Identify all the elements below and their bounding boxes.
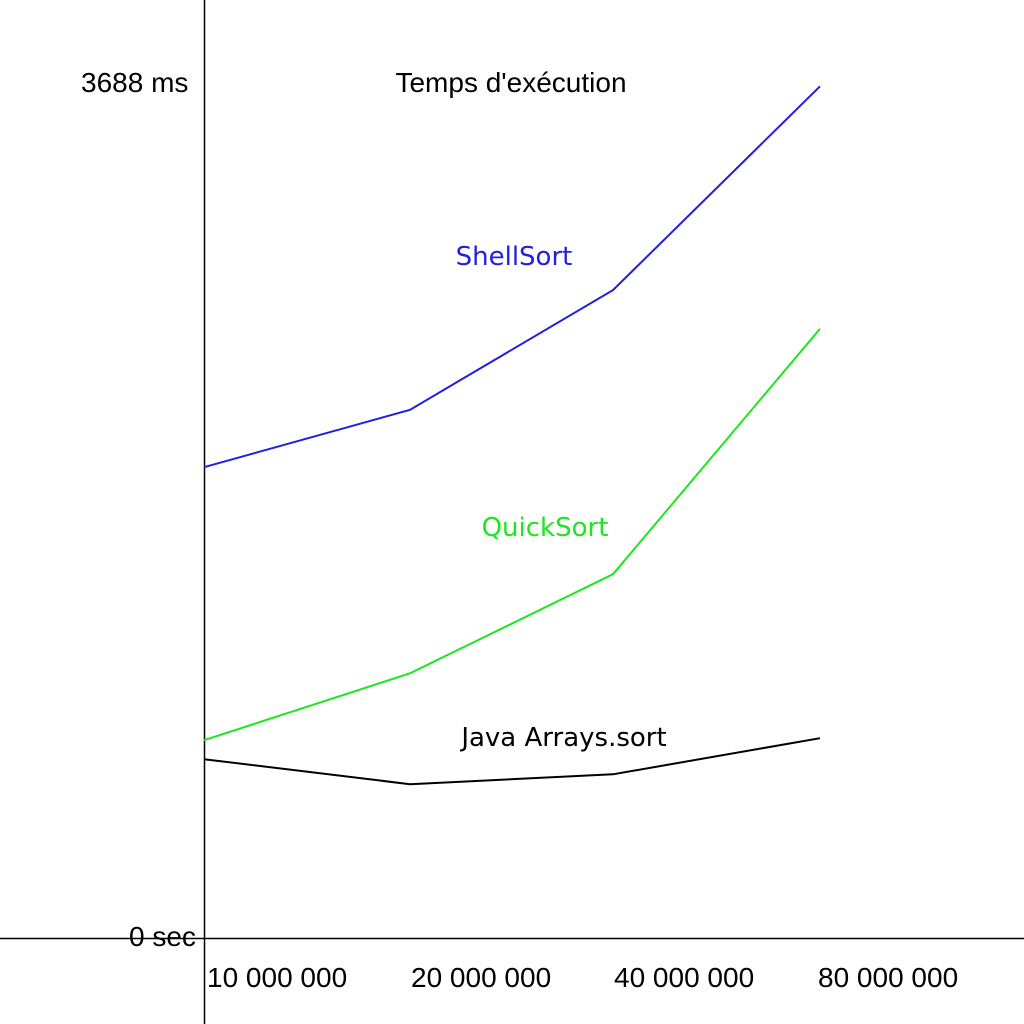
series-label-shellsort: ShellSort <box>456 242 573 272</box>
chart-title: Temps d'exécution <box>395 67 626 98</box>
y-axis-min-label: 0 sec <box>129 921 196 952</box>
x-tick-label: 40 000 000 <box>614 962 754 993</box>
series-line-shellsort <box>203 85 821 469</box>
x-tick-label: 80 000 000 <box>818 962 958 993</box>
series-label-quicksort: QuickSort <box>482 513 609 543</box>
x-tick-label: 20 000 000 <box>411 962 551 993</box>
series-label-java-arrays-sort: Java Arrays.sort <box>459 723 666 753</box>
series-line-java-arrays-sort <box>203 737 821 786</box>
y-axis-max-label: 3688 ms <box>81 67 188 98</box>
series-line-quicksort <box>203 328 821 742</box>
x-tick-label: 10 000 000 <box>207 962 347 993</box>
